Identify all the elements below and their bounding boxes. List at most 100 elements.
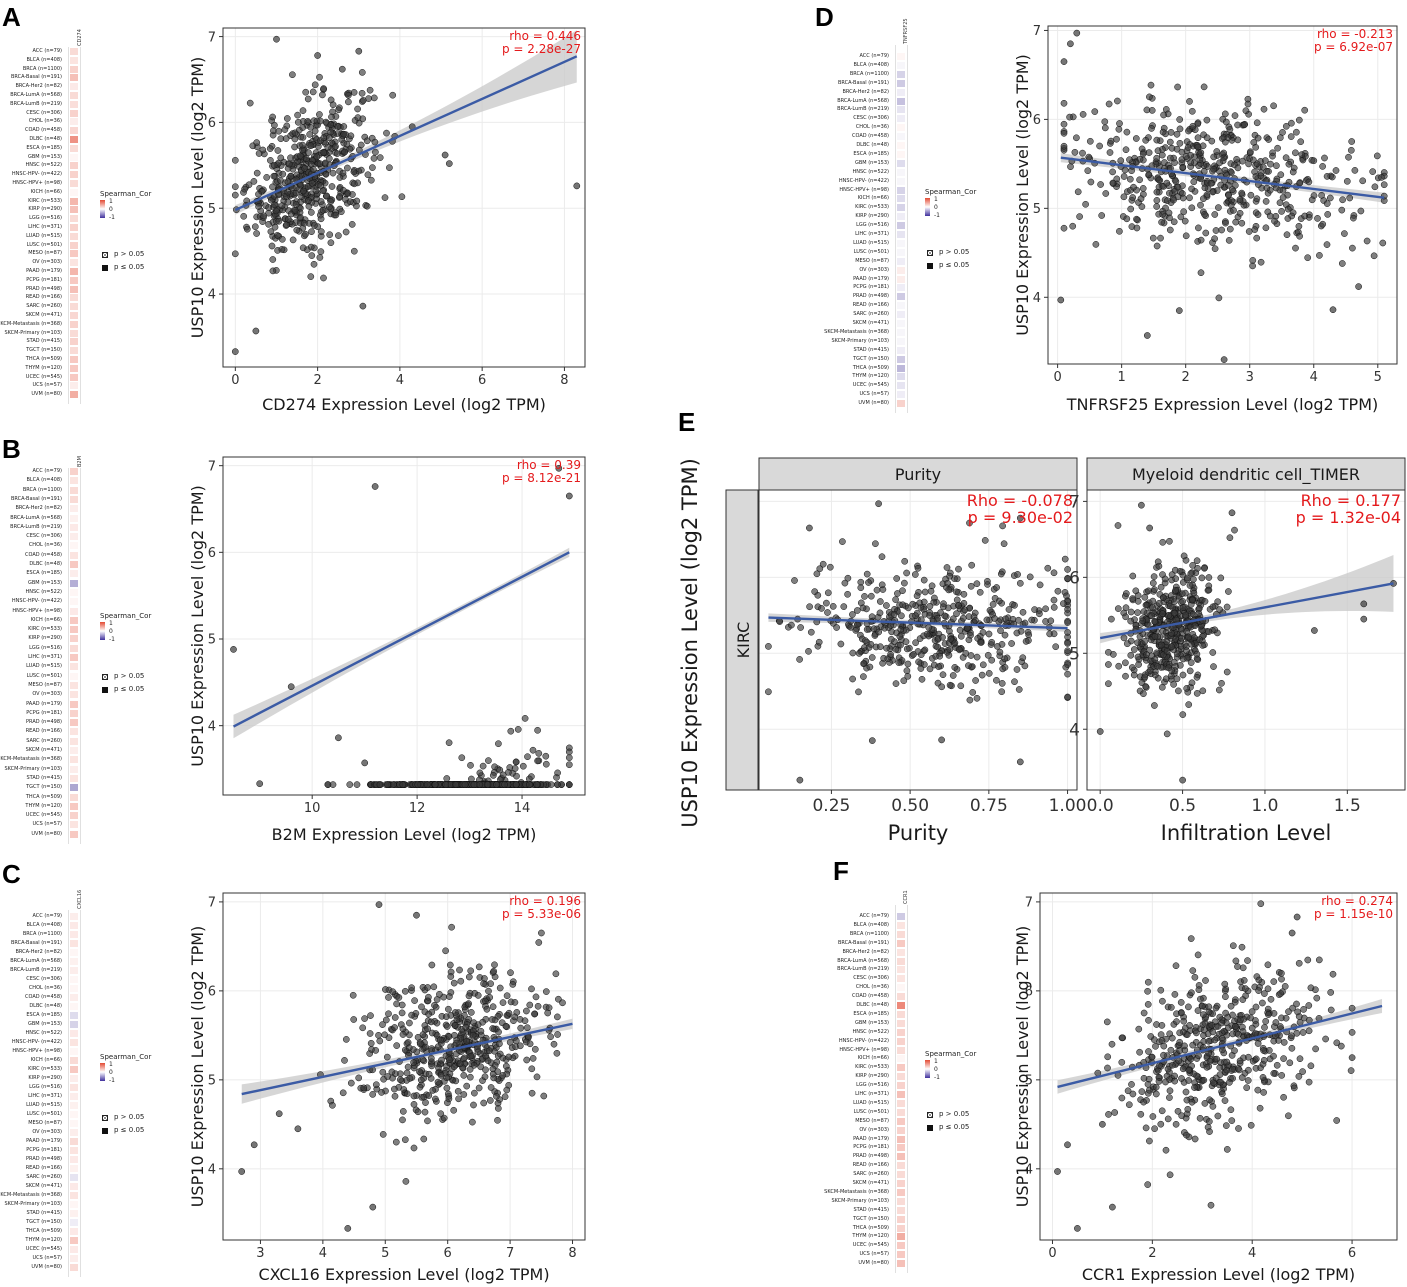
data-point [1139,185,1147,192]
data-point [1162,1146,1170,1154]
heatmap-cell [70,551,78,559]
data-point [1114,522,1122,529]
data-point [1154,663,1161,670]
data-point [1153,1021,1160,1028]
data-point [1318,191,1325,199]
heatmap-cell [70,588,78,596]
heatmap-cell [897,88,905,96]
heatmap-cell [897,186,905,194]
heatmap-row: THYM (n=120) [0,372,905,381]
facet-title: Myeloid dendritic cell_TIMER [1132,465,1360,485]
heatmap-cell [897,966,905,974]
data-point [901,557,909,565]
data-point [1222,993,1229,1001]
heatmap-row: BRCA (n=1100) [0,486,78,495]
data-point [1247,1121,1255,1129]
cancer-type-label: PCPG (n=181) [853,1144,889,1151]
data-point [1157,583,1165,591]
data-point [1167,629,1175,637]
data-point [1262,224,1270,232]
data-point [998,680,1006,687]
heatmap-row: LGG (n=516) [0,1081,905,1090]
data-point [346,198,354,206]
heatmap-row: HNSC-HPV- (n=422) [0,1037,905,1046]
data-point [350,247,358,255]
data-point [1071,148,1079,156]
cancer-type-label: STAD (n=415) [853,346,889,353]
x-tick-label: 1.5 [1334,796,1361,816]
heatmap-cell [70,719,78,727]
data-point [1278,975,1285,983]
data-point [1067,40,1074,48]
data-point [788,621,795,629]
y-axis-label: USP10 Expression Level (log2 TPM) [188,485,207,767]
data-point [1293,913,1301,921]
cancer-type-label: COAD (n=458) [851,993,889,1000]
y-axis-label: USP10 Expression Level (log2 TPM) [678,458,702,828]
data-point [1116,120,1123,127]
data-point [384,781,391,788]
heatmap-row: KICH (n=66) [0,194,905,203]
data-point [1252,1017,1259,1024]
data-point [1287,133,1295,140]
heatmap-cell [897,195,905,203]
data-point [1195,610,1203,617]
data-point [445,739,453,747]
data-point [1293,1000,1300,1008]
data-point [1044,564,1052,572]
data-point [1001,655,1009,663]
data-point [1140,1009,1148,1017]
heatmap-cell [897,1180,905,1187]
cancer-type-label: SARC (n=260) [853,1171,889,1178]
data-point [939,633,946,641]
data-point [1201,564,1208,572]
data-point [920,661,928,668]
heatmap-row: PCPG (n=181) [0,709,78,718]
y-tick-label: 7 [208,459,216,474]
data-point [317,215,325,223]
data-point [1167,1004,1175,1011]
data-point [1069,222,1077,230]
data-point [1235,1125,1242,1132]
data-point [1333,1117,1341,1124]
data-point [1324,211,1332,218]
data-point [847,623,855,631]
data-point [1159,610,1166,617]
chart-e-purity: Purity 0.25 0.50 0.75 1.00 4 5 6 7 Purity USP10 Ex… [678,457,1086,845]
data-point [1016,758,1024,766]
data-point [1308,196,1316,204]
heatmap-cell [70,523,78,531]
heatmap-cell [897,239,905,247]
data-point [1199,1002,1206,1010]
data-point [998,688,1006,696]
data-point [1188,640,1195,648]
data-point [972,677,979,684]
panel-letter-d: D [815,2,834,32]
heatmap-cell [897,293,905,301]
data-point [484,781,491,788]
data-point [1262,198,1270,205]
data-point [376,154,384,161]
data-point [1180,1017,1188,1025]
stat-annotation: p = 6.92e-07 [1314,40,1393,54]
data-point [1223,668,1231,676]
heatmap-cell [897,1153,905,1161]
data-point [547,781,555,788]
x-tick-label: 10 [304,801,321,816]
heatmap-row: ACC (n=79) [0,52,905,61]
data-point [1292,244,1299,252]
data-point [1295,959,1303,967]
data-point [1190,576,1197,583]
data-point [1148,125,1155,132]
data-point [1244,100,1252,108]
data-point [1052,643,1060,651]
data-point [1168,1034,1176,1042]
data-point [976,588,984,596]
heatmap-row: CESC (n=306) [0,974,905,983]
heatmap-cell [897,364,905,372]
heatmap-gene-label: CCR1 [903,890,909,904]
data-point [1240,977,1248,984]
data-point [1305,1078,1313,1086]
cancer-type-label: READ (n=166) [25,728,62,735]
heatmap-cell [897,930,905,938]
